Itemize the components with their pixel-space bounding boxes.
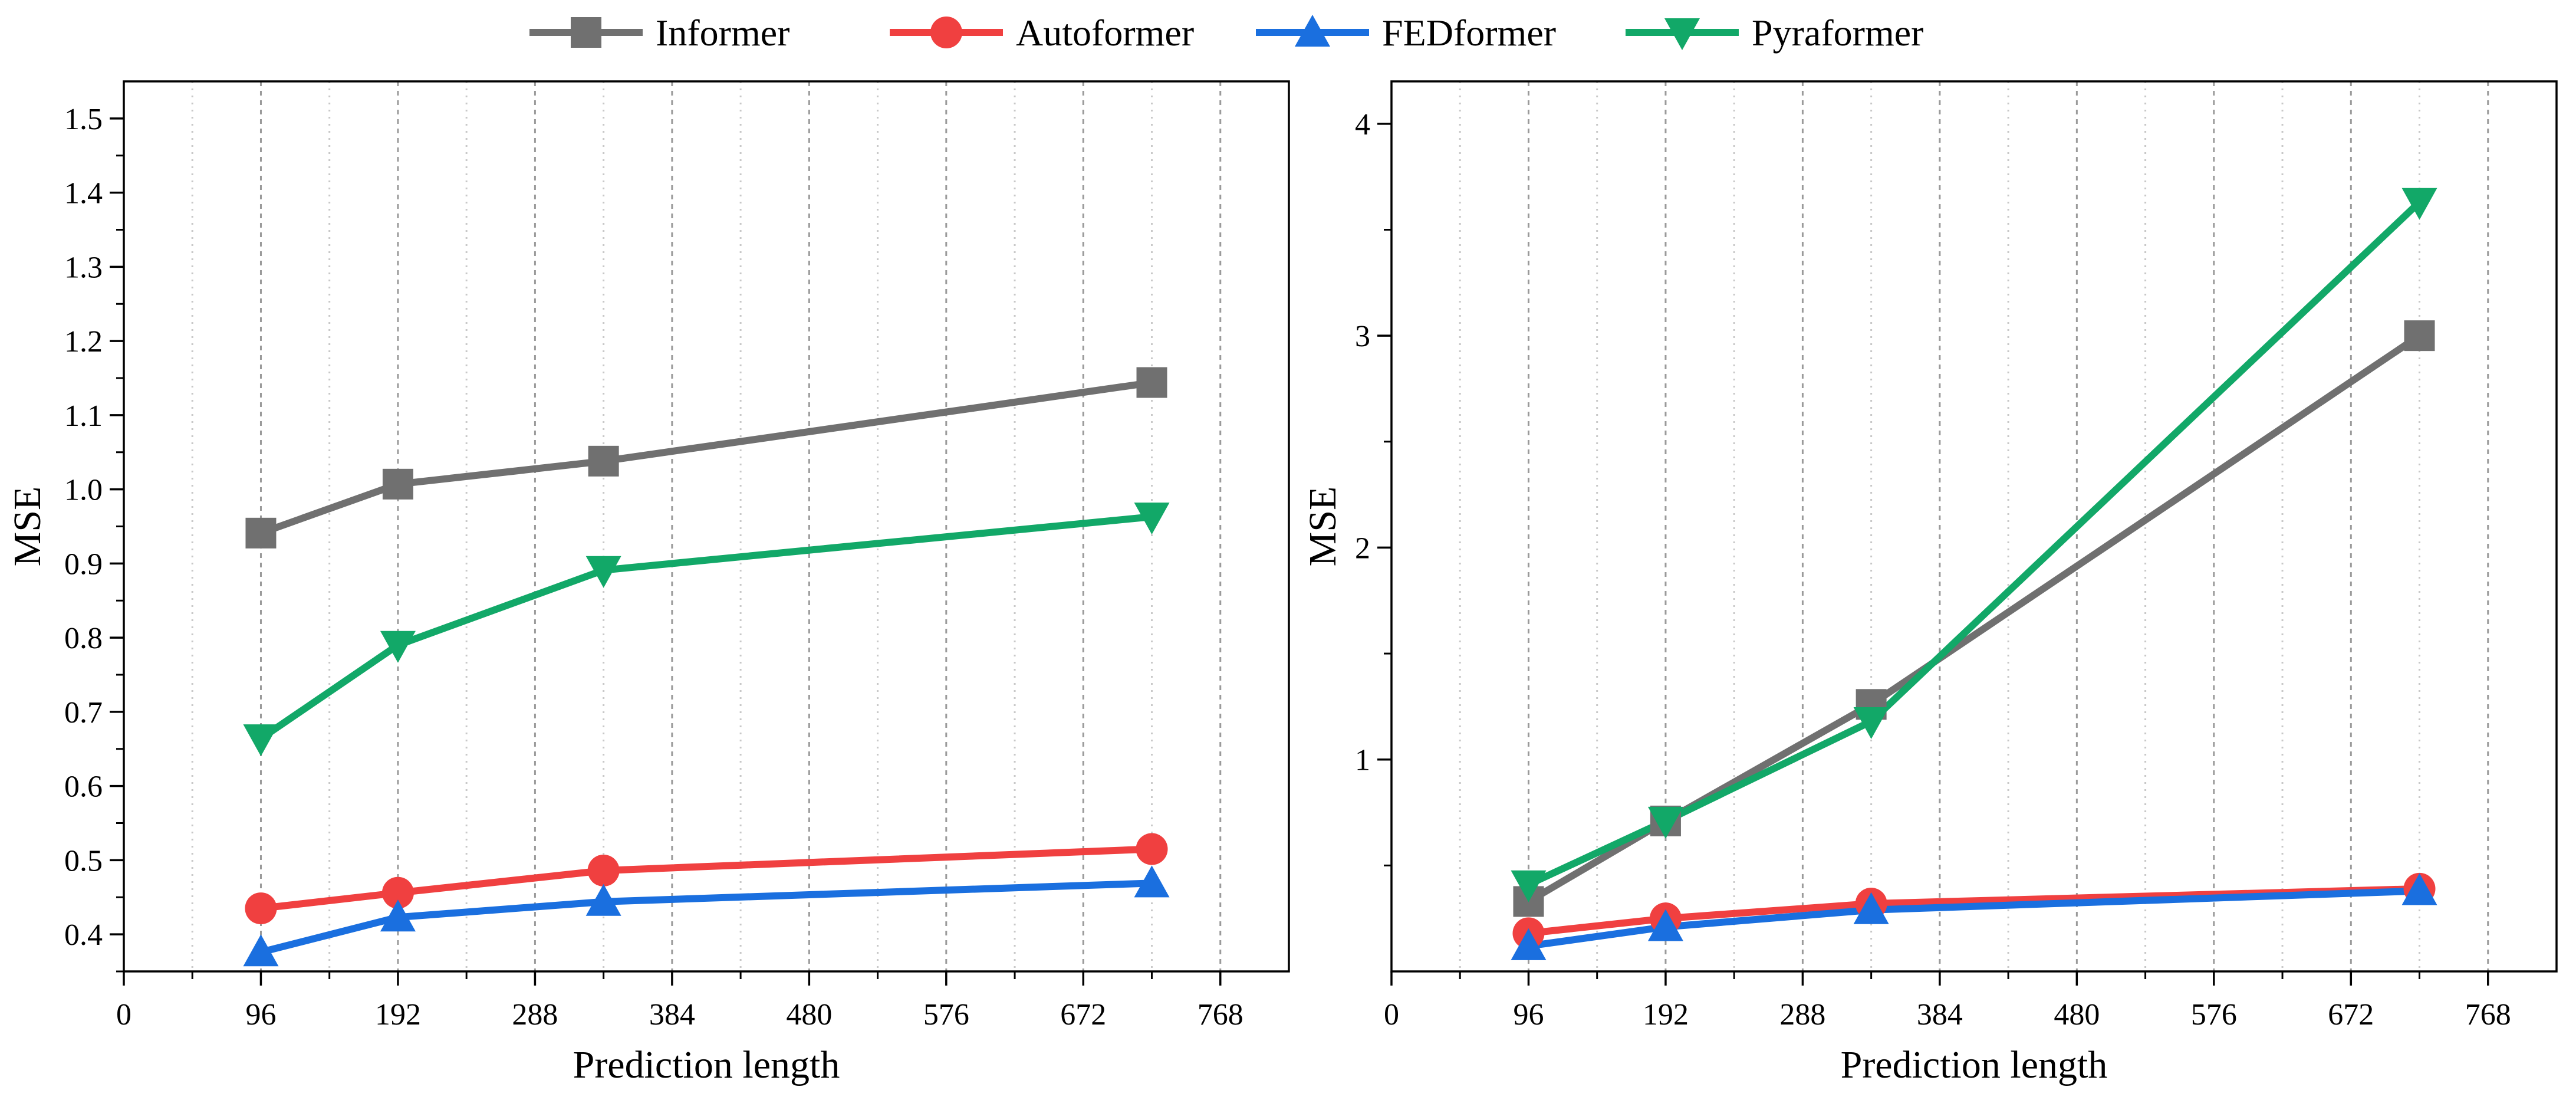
data-point-pyraformer bbox=[2401, 188, 2437, 220]
x-axis-title: Prediction length bbox=[1841, 1043, 2108, 1086]
chart-right: 0 96 192 288 384 480 576 672 768 1 2 3 4 Prediction l… bbox=[1301, 80, 2558, 1086]
x-tick-label: 672 bbox=[1060, 998, 1106, 1032]
data-point-informer bbox=[1136, 367, 1167, 398]
data-point-pyraformer bbox=[1134, 503, 1170, 535]
data-point-fedformer bbox=[1853, 892, 1889, 924]
y-tick-label: 2 bbox=[1355, 531, 1370, 565]
y-tick-label: 1.3 bbox=[64, 251, 103, 284]
data-point-autoformer bbox=[587, 854, 620, 886]
legend-marker-autoformer bbox=[930, 17, 962, 48]
data-point-fedformer bbox=[1134, 865, 1170, 898]
data-point-pyraformer bbox=[1647, 806, 1683, 839]
series-line-fedformer bbox=[259, 879, 1152, 956]
x-tick-label: 768 bbox=[1197, 998, 1243, 1032]
x-tick-label: 672 bbox=[2328, 998, 2374, 1032]
plot-frame bbox=[1390, 80, 2558, 973]
y-tick-label: 3 bbox=[1355, 320, 1370, 353]
y-tick-label: 0.6 bbox=[64, 770, 103, 804]
y-axis-title: MSE bbox=[6, 487, 49, 567]
data-point-pyraformer bbox=[380, 631, 416, 663]
legend-label-fedformer: FEDformer bbox=[1382, 12, 1556, 54]
x-tick-label: 768 bbox=[2465, 998, 2511, 1032]
series-line-informer bbox=[1526, 333, 2422, 905]
y-tick-label: 0.9 bbox=[64, 547, 103, 581]
data-point-fedformer bbox=[1511, 928, 1547, 960]
data-point-pyraformer bbox=[243, 724, 279, 757]
x-tick-label: 576 bbox=[923, 998, 969, 1032]
y-tick-label: 1 bbox=[1355, 744, 1370, 777]
y-tick-label: 0.4 bbox=[64, 918, 103, 952]
data-point-pyraformer bbox=[1853, 707, 1889, 740]
x-tick-label: 480 bbox=[786, 998, 832, 1032]
x-tick-label: 192 bbox=[375, 998, 421, 1032]
x-axis-title: Prediction length bbox=[573, 1043, 840, 1086]
chart-left: 0 96 192 288 384 480 576 672 768 0.4 0.5 0.6 0.7 0.8 0… bbox=[6, 80, 1290, 1086]
series-line-pyraformer bbox=[1526, 199, 2422, 888]
data-point-autoformer bbox=[381, 876, 414, 909]
legend-marker-fedformer bbox=[1295, 15, 1330, 47]
x-tick-label: 384 bbox=[649, 998, 695, 1032]
series-line-informer bbox=[259, 379, 1153, 537]
legend: Informer Autoformer FEDformer Pyraformer bbox=[529, 12, 1923, 54]
data-point-autoformer bbox=[245, 892, 277, 925]
data-point-autoformer bbox=[1136, 833, 1168, 865]
x-tick-label: 288 bbox=[512, 998, 558, 1032]
data-point-fedformer bbox=[380, 899, 416, 932]
y-tick-label: 0.8 bbox=[64, 622, 103, 655]
x-tick-label: 0 bbox=[1384, 998, 1399, 1032]
legend-label-pyraformer: Pyraformer bbox=[1752, 12, 1923, 54]
x-tick-label: 192 bbox=[1643, 998, 1689, 1032]
legend-marker-pyraformer bbox=[1664, 18, 1700, 50]
series-line-autoformer bbox=[1528, 885, 2420, 937]
legend-label-autoformer: Autoformer bbox=[1016, 12, 1194, 54]
x-tick-label: 288 bbox=[1779, 998, 1825, 1032]
data-point-informer bbox=[382, 468, 413, 500]
y-tick-label: 1.0 bbox=[64, 474, 103, 507]
data-point-informer bbox=[588, 445, 619, 477]
y-axis-title: MSE bbox=[1301, 487, 1344, 567]
x-tick-label: 96 bbox=[1513, 998, 1544, 1032]
x-tick-label: 0 bbox=[116, 998, 131, 1032]
y-tick-label: 1.4 bbox=[64, 177, 103, 211]
y-tick-label: 4 bbox=[1355, 108, 1370, 142]
data-point-informer bbox=[2404, 320, 2435, 352]
x-tick-label: 576 bbox=[2191, 998, 2237, 1032]
series-line-fedformer bbox=[1528, 887, 2420, 950]
legend-label-informer: Informer bbox=[656, 12, 789, 54]
y-tick-label: 1.5 bbox=[64, 103, 103, 136]
data-point-informer bbox=[245, 517, 277, 549]
grid-lines bbox=[1459, 81, 2489, 971]
x-tick-label: 96 bbox=[245, 998, 276, 1032]
y-tick-label: 1.1 bbox=[64, 399, 103, 433]
series-line-autoformer bbox=[260, 845, 1152, 912]
x-tick-label: 384 bbox=[1917, 998, 1963, 1032]
y-tick-label: 0.5 bbox=[64, 844, 103, 878]
data-point-fedformer bbox=[1647, 909, 1683, 941]
data-point-fedformer bbox=[585, 884, 621, 916]
plot-frame bbox=[123, 80, 1290, 973]
data-point-fedformer bbox=[243, 934, 279, 967]
data-point-fedformer bbox=[2401, 873, 2437, 905]
y-tick-label: 1.2 bbox=[64, 325, 103, 359]
data-point-pyraformer bbox=[1511, 870, 1547, 902]
legend-marker-informer bbox=[571, 17, 601, 48]
series-line-pyraformer bbox=[259, 513, 1153, 742]
y-tick-label: 0.7 bbox=[64, 696, 103, 730]
x-tick-label: 480 bbox=[2054, 998, 2100, 1032]
data-point-pyraformer bbox=[585, 556, 621, 588]
